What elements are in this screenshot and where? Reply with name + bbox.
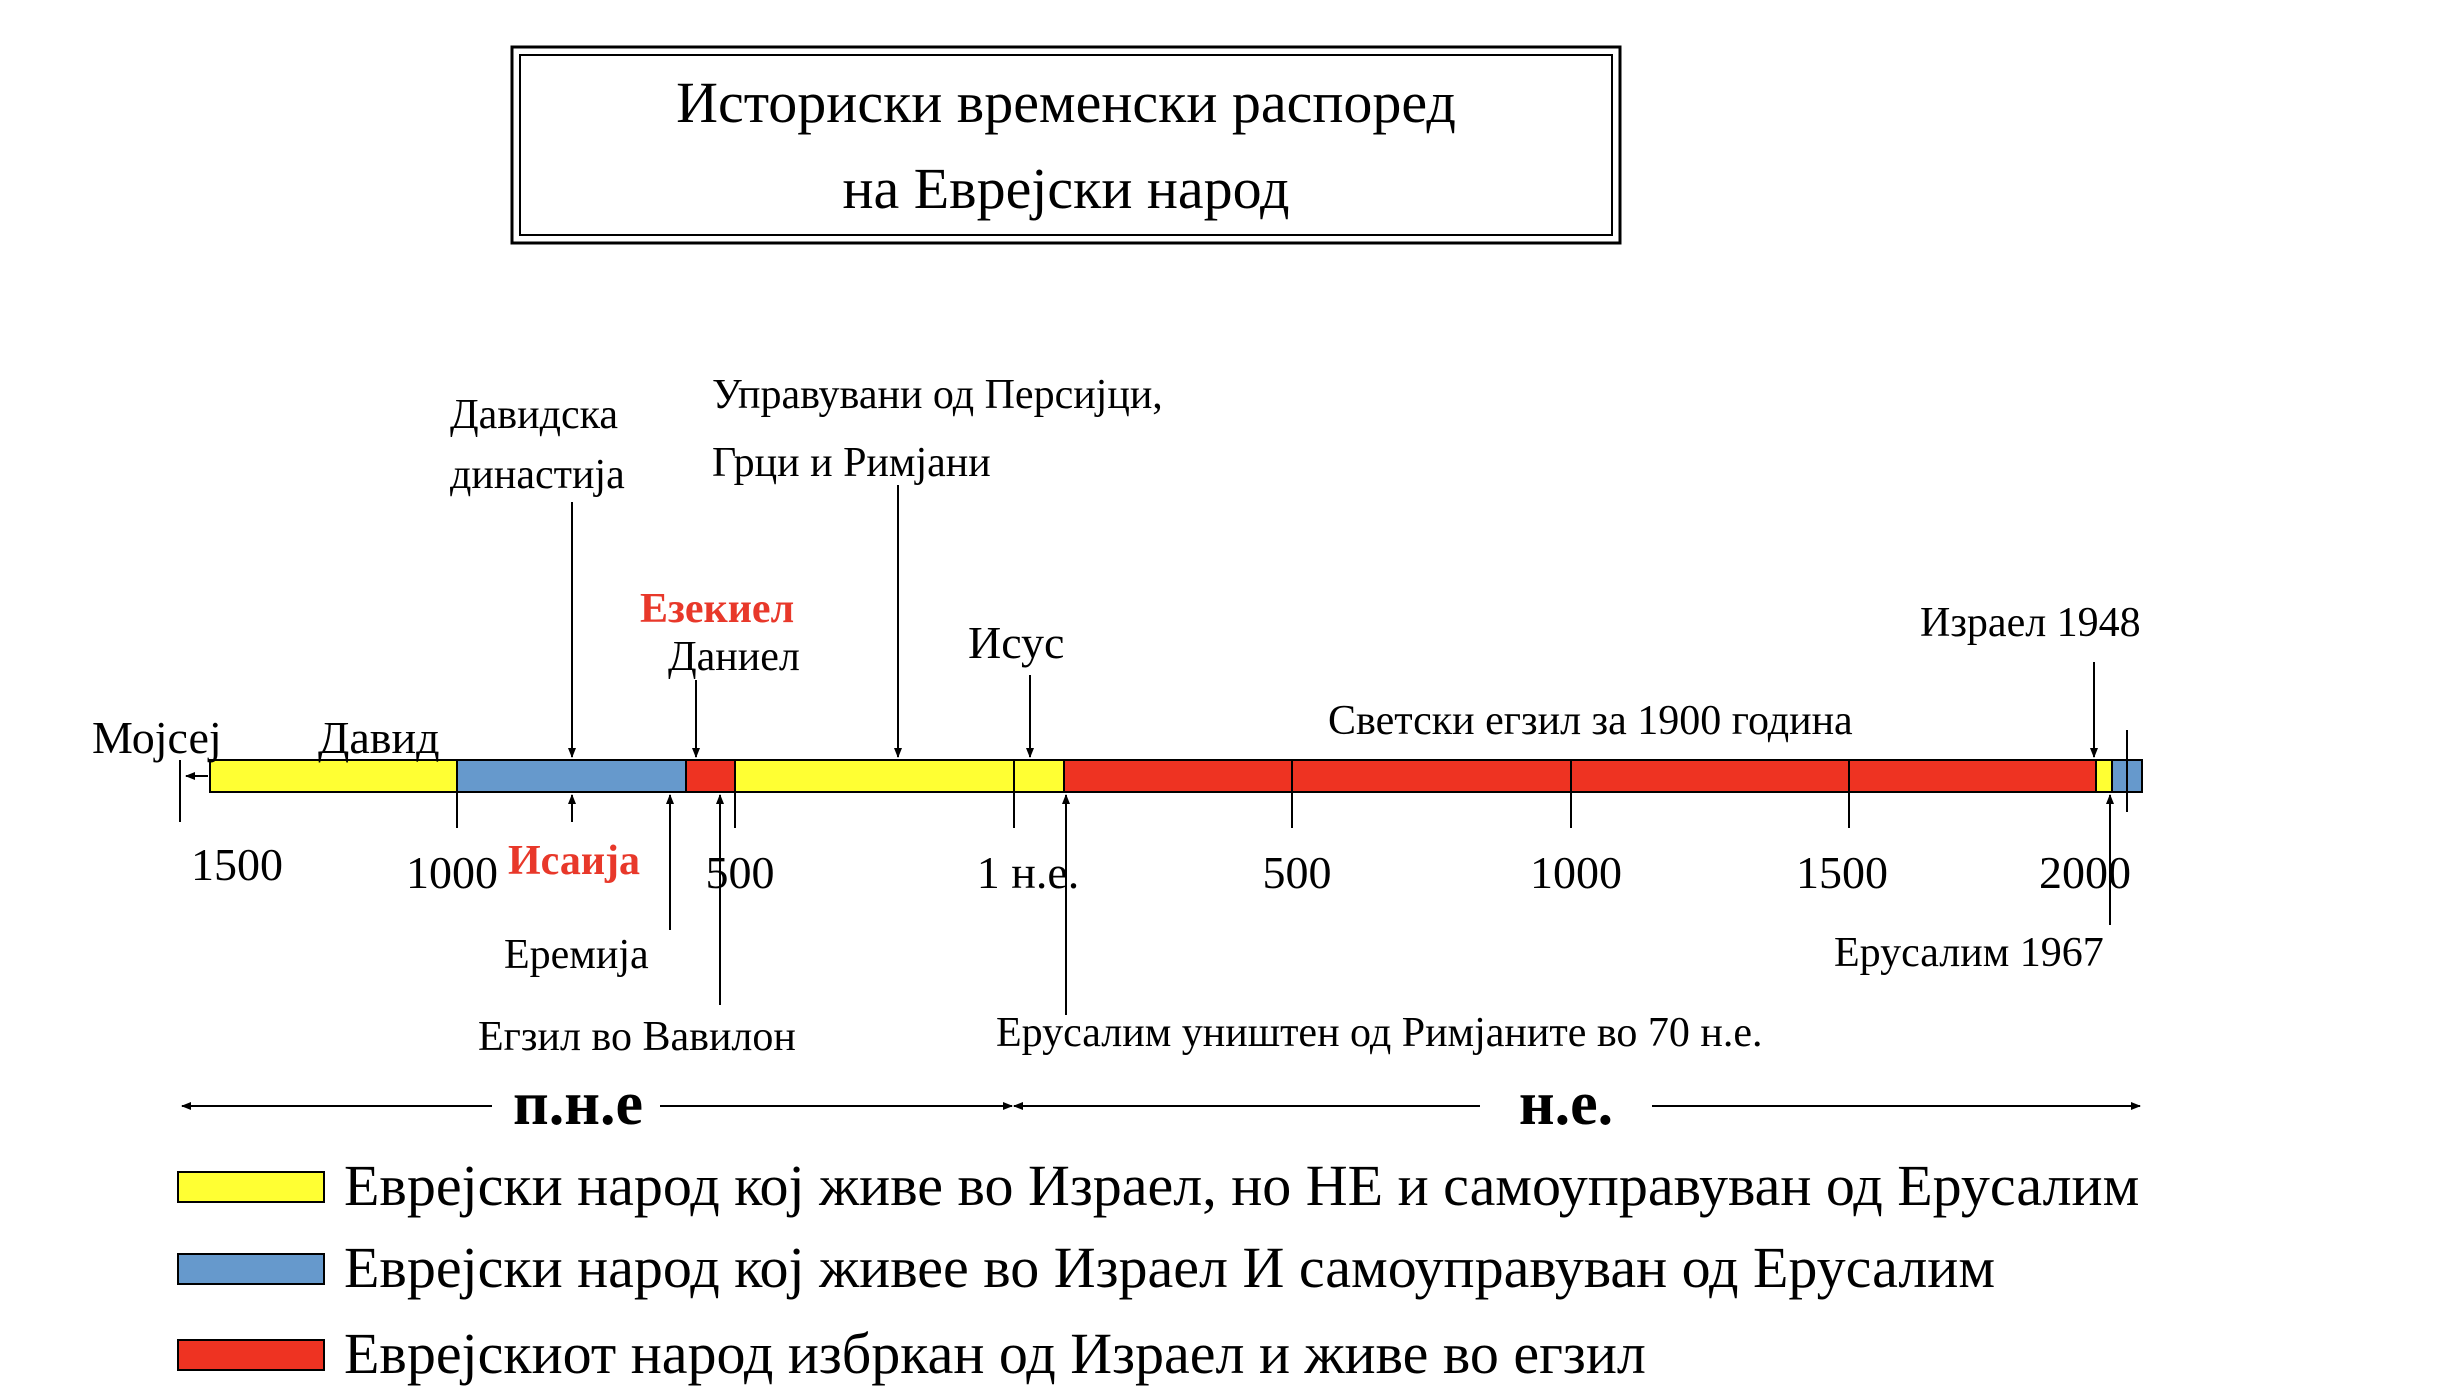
title-line-1: Историски временски распоред xyxy=(676,70,1456,135)
bottom-labels: Исаија Еремија Егзил во Вавилон Ерусалим… xyxy=(478,838,2104,1060)
label-ezekiel: Езекиел xyxy=(640,586,794,632)
label-upravuvani-2: Грци и Римјани xyxy=(712,440,991,486)
label-erusalim-70: Ерусалим уништен од Римјаните во 70 н.е. xyxy=(996,1010,1763,1056)
label-davidska-1: Давидска xyxy=(450,392,618,438)
label-davidska-2: династија xyxy=(450,452,625,498)
timeline-bar xyxy=(209,759,2143,793)
title-box: Историски временски распоред на Еврејски… xyxy=(510,45,1622,245)
era-bce: п.н.е xyxy=(513,1070,643,1138)
legend-text-yellow: Еврејски народ кој живе во Израел, но НЕ… xyxy=(344,1153,2139,1218)
axis-tick-labels: 1500 1000 500 1 н.е. 500 1000 1500 2000 xyxy=(191,839,2131,898)
label-izrael-1948: Израел 1948 xyxy=(1920,600,2141,646)
pointer-arrows xyxy=(568,485,2114,1015)
label-mojsej: Мојсеј xyxy=(92,712,222,763)
top-labels: Мојсеј Давид Давидска династија Управува… xyxy=(92,372,2141,763)
segment-red-1 xyxy=(685,759,736,793)
tick-label-1ad: 1 н.е. xyxy=(977,847,1080,898)
axis-tick-lines xyxy=(179,730,2128,828)
tick-label-500bc: 500 xyxy=(706,847,775,898)
era-indicator: п.н.е н.е. xyxy=(181,1070,2141,1138)
label-isus: Исус xyxy=(968,617,1064,668)
label-svetski-egzil: Светски егзил за 1900 година xyxy=(1328,698,1853,744)
legend-text-blue: Еврејски народ кој живее во Израел И сам… xyxy=(344,1235,1995,1300)
tick-label-1500ad: 1500 xyxy=(1796,847,1888,898)
label-upravuvani-1: Управувани од Персијци, xyxy=(712,372,1163,418)
legend-swatch-blue xyxy=(177,1253,325,1285)
era-ce: н.е. xyxy=(1519,1070,1613,1138)
label-eremija: Еремија xyxy=(504,932,649,978)
tick-label-2000ad: 2000 xyxy=(2039,847,2131,898)
tick-label-500ad: 500 xyxy=(1263,847,1332,898)
label-daniel: Даниел xyxy=(668,634,800,680)
segment-yellow-3 xyxy=(2095,759,2113,793)
legend-text-red: Еврејскиот народ избркан од Израел и жив… xyxy=(344,1321,1646,1386)
legend: Еврејски народ кој живе во Израел, но НЕ… xyxy=(177,1153,2139,1386)
legend-swatch-red xyxy=(177,1339,325,1371)
tick-label-1500bc: 1500 xyxy=(191,839,283,890)
label-egzil-vavilon: Егзил во Вавилон xyxy=(478,1014,796,1060)
legend-swatch-yellow xyxy=(177,1171,325,1203)
label-david: Давид xyxy=(318,712,440,763)
segment-blue-1 xyxy=(456,759,687,793)
title-line-2: на Еврејски народ xyxy=(842,156,1289,221)
label-erusalim-1967: Ерусалим 1967 xyxy=(1834,930,2104,976)
tick-label-1000bc: 1000 xyxy=(406,847,498,898)
segment-red-2 xyxy=(1063,759,2097,793)
segment-yellow-1 xyxy=(209,759,458,793)
label-isaija: Исаија xyxy=(508,838,640,884)
tick-label-1000ad: 1000 xyxy=(1530,847,1622,898)
